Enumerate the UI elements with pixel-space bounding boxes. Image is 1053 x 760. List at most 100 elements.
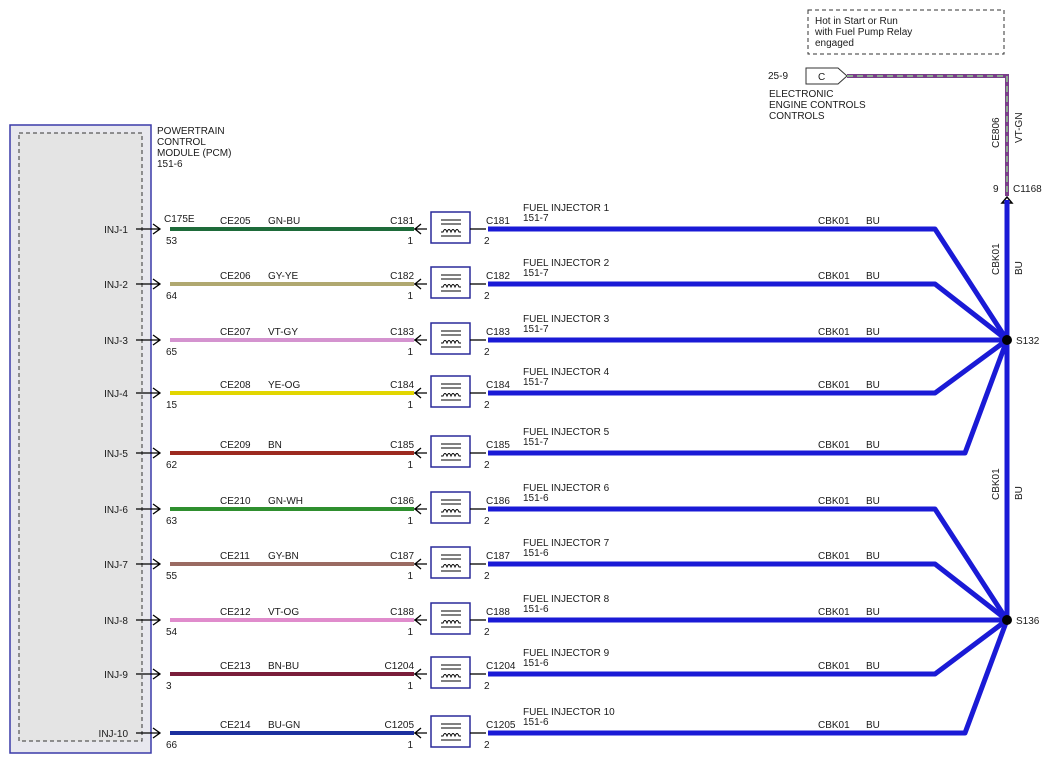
injector-name: FUEL INJECTOR 3 <box>523 314 610 325</box>
connector-arrow <box>413 503 427 515</box>
connector-pin-number: 2 <box>484 627 490 638</box>
inj-label: INJ-4 <box>104 389 128 400</box>
pcm-name-line: POWERTRAIN <box>157 126 225 137</box>
hot-note-line: engaged <box>815 38 854 49</box>
inj-label: INJ-9 <box>104 670 128 681</box>
ground-color-label: BU <box>866 661 880 672</box>
circuit-label: CE208 <box>220 380 251 391</box>
eec-pin-label: C <box>818 72 825 83</box>
connector-arrow <box>413 668 427 680</box>
supply-wire-stripe <box>847 75 1008 196</box>
injector-name: FUEL INJECTOR 8 <box>523 594 610 605</box>
fuel-injector-icon <box>430 266 471 299</box>
inj-label: INJ-2 <box>104 280 128 291</box>
connector-pin-number: 1 <box>407 571 413 582</box>
trunk-color-label: BU <box>1014 261 1025 275</box>
pcm-pin-number: 64 <box>166 291 178 302</box>
injector-page-ref: 151-7 <box>523 437 549 448</box>
fuel-injector-icon <box>430 435 471 468</box>
supply-connector-label: C1168 <box>1013 184 1042 195</box>
connector-pin-number: 1 <box>407 740 413 751</box>
trunk-circuit-label: CBK01 <box>991 468 1002 500</box>
connector-label: C183 <box>486 327 510 338</box>
ground-circuit-label: CBK01 <box>818 327 850 338</box>
ground-circuit-label: CBK01 <box>818 661 850 672</box>
connector-pin-number: 1 <box>407 627 413 638</box>
ground-circuit-label: CBK01 <box>818 380 850 391</box>
fuel-injector-icon <box>430 546 471 579</box>
splice-label: S132 <box>1016 336 1040 347</box>
ground-circuit-label: CBK01 <box>818 551 850 562</box>
connector-pin-number: 2 <box>484 236 490 247</box>
injector-rows: INJ-1 53 CE205 GN-BU C181 1 C181 2 FUEL INJECTOR… <box>99 203 1010 751</box>
splice-label: S136 <box>1016 616 1040 627</box>
circuit-label: CE212 <box>220 607 251 618</box>
pcm-pin-number: 3 <box>166 681 172 692</box>
pcm-pin-arrow <box>136 447 162 459</box>
injector-row[interactable]: INJ-2 64 CE206 GY-YE C182 1 C182 2 FUEL INJECTOR… <box>104 258 1009 342</box>
eec-reference[interactable]: 25-9 C ELECTRONIC ENGINE CONTROLS CONTRO… <box>768 67 866 122</box>
connector-label: C1205 <box>385 720 415 731</box>
injector-page-ref: 151-7 <box>523 213 549 224</box>
pcm-module[interactable]: POWERTRAIN CONTROL MODULE (PCM) 151-6 C1… <box>9 124 231 754</box>
injector-row[interactable]: INJ-9 3 CE213 BN-BU C1204 1 C1204 2 FUEL INJECTO… <box>104 618 1009 692</box>
connector-pin-number: 1 <box>407 460 413 471</box>
injector-page-ref: 151-6 <box>523 658 549 669</box>
injector-row[interactable]: INJ-7 55 CE211 GY-BN C187 1 C187 2 FUEL INJECTOR… <box>104 538 1009 622</box>
connector-label: C187 <box>390 551 414 562</box>
connector-label: C182 <box>486 271 510 282</box>
supply-pin-label: 9 <box>993 184 999 195</box>
inj-label: INJ-8 <box>104 616 128 627</box>
fuel-injector-icon <box>430 602 471 635</box>
pcm-inner-dashed <box>18 132 143 742</box>
pcm-pin-number: 55 <box>166 571 178 582</box>
ground-color-label: BU <box>866 496 880 507</box>
connector-arrow <box>413 614 427 626</box>
ground-color-label: BU <box>866 440 880 451</box>
connector-label: C188 <box>486 607 510 618</box>
injector-row[interactable]: INJ-6 63 CE210 GN-WH C186 1 C186 2 FUEL INJECTOR… <box>104 483 1010 622</box>
connector-label: C186 <box>486 496 510 507</box>
injector-row[interactable]: INJ-1 53 CE205 GN-BU C181 1 C181 2 FUEL INJECTOR… <box>104 203 1010 342</box>
trunk-circuit-label: CBK01 <box>991 243 1002 275</box>
ground-wire <box>488 619 1010 736</box>
connector-pin-number: 1 <box>407 291 413 302</box>
ground-trunk: CBK01 BU CBK01 BU <box>991 200 1025 620</box>
hot-note: Hot in Start or Run with Fuel Pump Relay… <box>807 9 1005 55</box>
eec-page-ref: 25-9 <box>768 71 788 82</box>
injector-page-ref: 151-6 <box>523 548 549 559</box>
connector-label: C183 <box>390 327 414 338</box>
ground-color-label: BU <box>866 380 880 391</box>
pcm-pin-arrow <box>136 503 162 515</box>
injector-name: FUEL INJECTOR 10 <box>523 707 615 718</box>
circuit-label: CE214 <box>220 720 251 731</box>
ground-color-label: BU <box>866 607 880 618</box>
ground-wire <box>488 339 1010 456</box>
injector-name: FUEL INJECTOR 6 <box>523 483 610 494</box>
injector-name: FUEL INJECTOR 2 <box>523 258 610 269</box>
pcm-pin-arrow <box>136 223 162 235</box>
pcm-pin-number: 54 <box>166 627 178 638</box>
fuel-injector-icon <box>430 715 471 748</box>
injector-name: FUEL INJECTOR 9 <box>523 648 610 659</box>
connector-label: C181 <box>486 216 510 227</box>
eec-label-line: ELECTRONIC <box>769 89 833 100</box>
connector-label: C1204 <box>385 661 415 672</box>
injector-row[interactable]: INJ-4 15 CE208 YE-OG C184 1 C184 2 FUEL INJECTOR… <box>104 337 1009 411</box>
connector-arrow <box>413 447 427 459</box>
injector-row[interactable]: INJ-8 54 CE212 VT-OG C188 1 C188 2 FUEL INJECTOR… <box>104 594 1007 638</box>
circuit-label: CE207 <box>220 327 251 338</box>
injector-row[interactable]: INJ-3 65 CE207 VT-GY C183 1 C183 2 FUEL INJECTOR… <box>104 314 1007 358</box>
connector-label: C187 <box>486 551 510 562</box>
connector-arrow <box>413 334 427 346</box>
connector-pin-number: 2 <box>484 516 490 527</box>
injector-page-ref: 151-7 <box>523 268 549 279</box>
wire-color-label: VT-OG <box>268 607 299 618</box>
ground-circuit-label: CBK01 <box>818 271 850 282</box>
injector-row[interactable]: INJ-10 66 CE214 BU-GN C1205 1 C1205 2 FUEL INJEC… <box>99 619 1010 751</box>
pcm-pin-number: 53 <box>166 236 178 247</box>
connector-label: C1205 <box>486 720 516 731</box>
circuit-label: CE211 <box>220 551 250 562</box>
trunk-color-label: BU <box>1014 486 1025 500</box>
